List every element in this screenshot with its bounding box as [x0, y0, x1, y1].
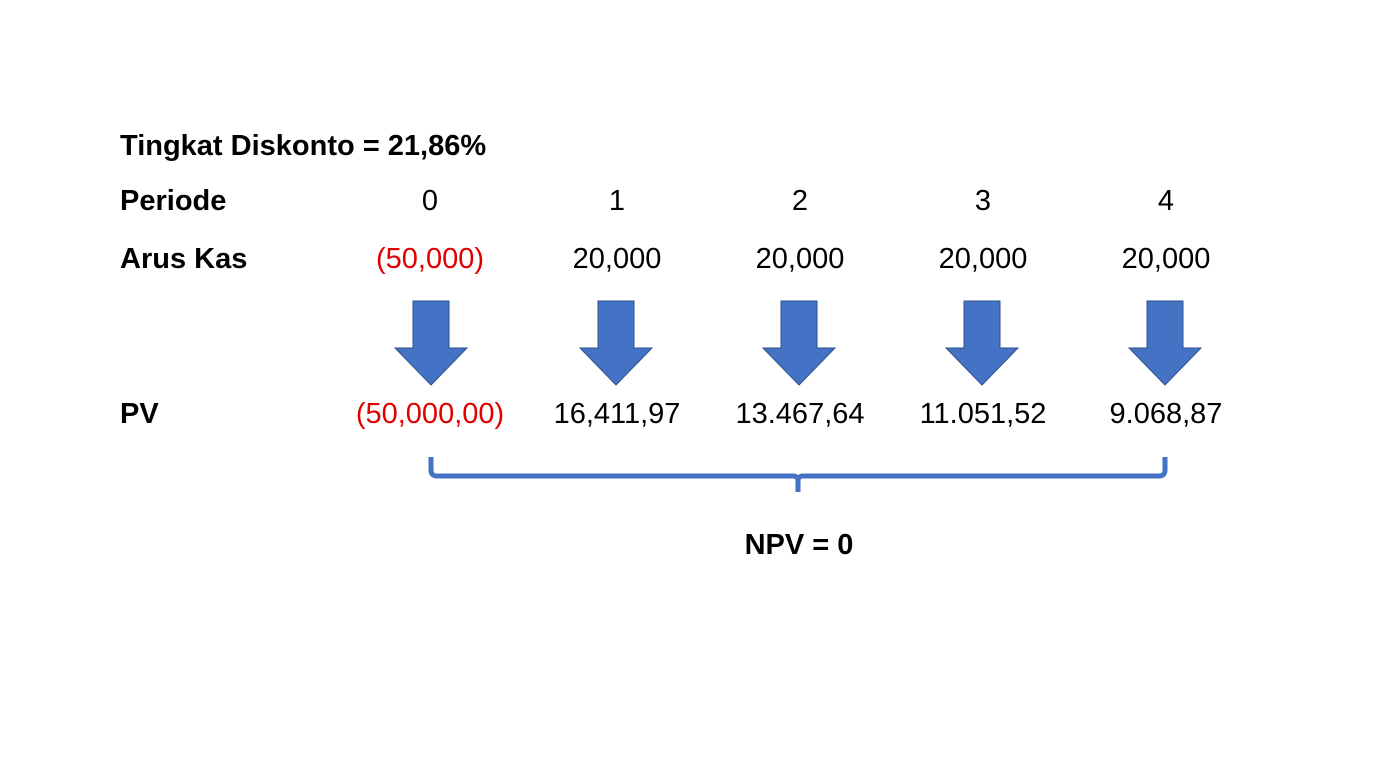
period-3: 3: [974, 185, 992, 217]
cashflow-3: 20,000: [938, 243, 1028, 275]
down-arrow-icon: [393, 300, 469, 386]
cashflow-1: 20,000: [572, 243, 662, 275]
npv-result: NPV = 0: [744, 529, 854, 561]
pv-2: 13.467,64: [735, 398, 865, 430]
period-4: 4: [1157, 185, 1175, 217]
pv-label: PV: [120, 398, 159, 430]
pv-1: 16,411,97: [553, 398, 681, 430]
bracket-icon: [428, 457, 1168, 492]
down-arrow-icon: [944, 300, 1020, 386]
period-0: 0: [421, 185, 439, 217]
cashflow-label: Arus Kas: [120, 243, 248, 275]
pv-3: 11.051,52: [919, 398, 1047, 430]
period-2: 2: [791, 185, 809, 217]
down-arrow-icon: [578, 300, 654, 386]
period-label: Periode: [120, 185, 227, 217]
period-1: 1: [608, 185, 626, 217]
pv-4: 9.068,87: [1109, 398, 1223, 430]
cashflow-4: 20,000: [1121, 243, 1211, 275]
cashflow-2: 20,000: [755, 243, 845, 275]
down-arrow-icon: [761, 300, 837, 386]
discount-rate-title: Tingkat Diskonto = 21,86%: [120, 130, 487, 162]
cashflow-0: (50,000): [375, 243, 485, 275]
down-arrow-icon: [1127, 300, 1203, 386]
pv-0: (50,000,00): [355, 398, 505, 430]
